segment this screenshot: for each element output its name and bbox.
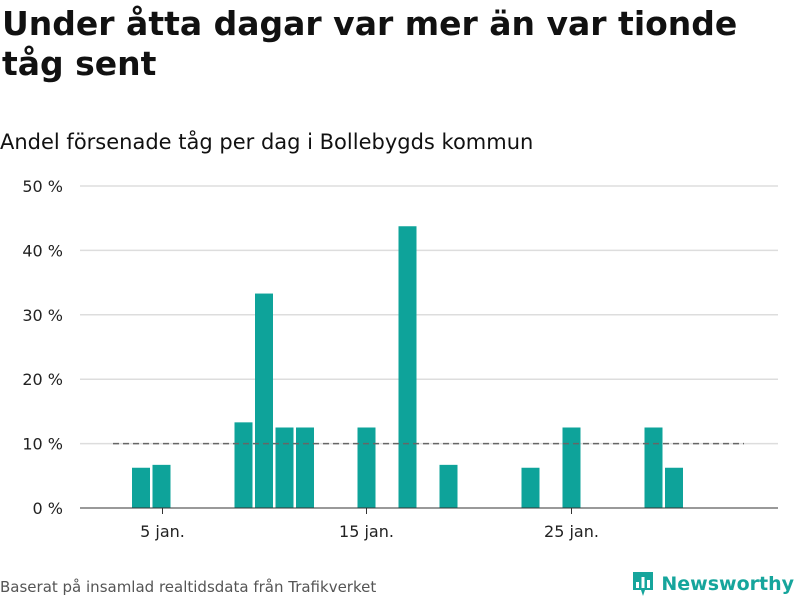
y-tick-label: 30 % <box>22 306 63 325</box>
newsworthy-logo-icon <box>633 572 654 596</box>
bar <box>255 293 273 508</box>
bar-chart: 0 % 10 % 20 % 30 % 40 % 50 % 5 jan. 15 jan. 25 j… <box>22 177 778 541</box>
source-note: Baserat på insamlad realtidsdata från Tr… <box>0 578 377 596</box>
brand-name: Newsworthy <box>661 573 794 595</box>
chart-subtitle: Andel försenade tåg per dag i Bollebygds… <box>0 130 534 154</box>
bar <box>398 226 417 508</box>
bar <box>152 464 171 508</box>
y-tick-label: 0 % <box>33 499 63 518</box>
bar <box>275 427 294 508</box>
x-tick-label: 25 jan. <box>544 522 599 541</box>
bar <box>296 427 314 508</box>
y-tick-label: 20 % <box>22 370 63 389</box>
bar <box>439 464 458 508</box>
x-tick-label: 15 jan. <box>339 522 394 541</box>
bar <box>644 427 663 508</box>
bar <box>562 427 581 508</box>
bar <box>357 427 376 508</box>
chart-title: Under åtta dagar var mer än var tionde t… <box>2 4 738 83</box>
x-tick-label: 5 jan. <box>140 522 185 541</box>
y-tick-label: 50 % <box>22 177 63 196</box>
y-tick-label: 40 % <box>22 241 63 260</box>
y-tick-label: 10 % <box>22 435 63 454</box>
bar <box>132 467 150 508</box>
bar <box>234 422 253 508</box>
bar <box>521 467 540 508</box>
bar <box>665 467 683 508</box>
brand[interactable]: Newsworthy <box>631 570 794 598</box>
